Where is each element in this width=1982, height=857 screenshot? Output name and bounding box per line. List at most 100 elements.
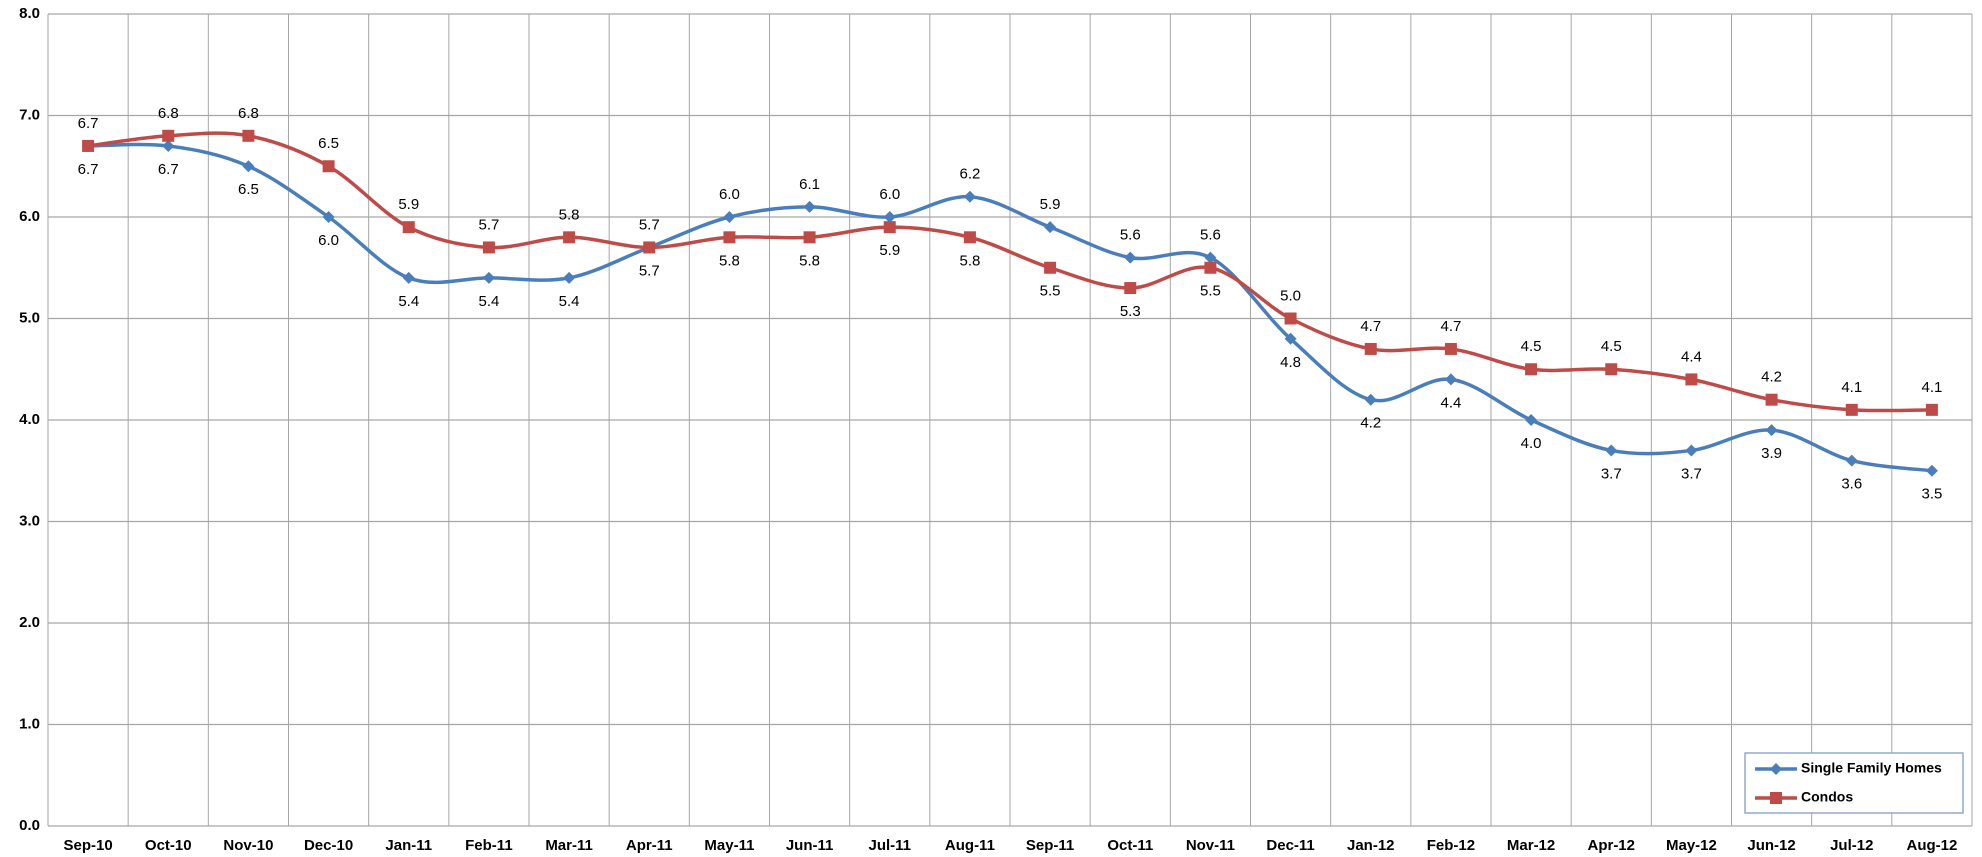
x-tick-label: Apr-11 xyxy=(626,837,673,854)
data-label: 5.0 xyxy=(1280,287,1301,304)
data-label: 5.8 xyxy=(559,206,580,223)
data-point xyxy=(723,231,736,244)
data-label: 5.6 xyxy=(1200,227,1221,244)
data-label: 4.1 xyxy=(1841,379,1862,396)
data-point xyxy=(1204,261,1217,274)
data-label: 3.6 xyxy=(1841,476,1862,493)
data-point xyxy=(723,211,736,223)
data-label: 6.7 xyxy=(78,115,99,132)
x-tick-label: Feb-12 xyxy=(1427,837,1475,854)
data-label: 4.4 xyxy=(1440,394,1461,411)
x-tick-label: Nov-10 xyxy=(223,837,273,854)
data-label: 6.0 xyxy=(318,232,339,249)
data-point xyxy=(1525,414,1538,426)
data-point xyxy=(1765,393,1778,406)
x-tick-label: Jul-11 xyxy=(868,837,911,854)
y-tick-label: 4.0 xyxy=(19,411,40,428)
data-point xyxy=(1605,444,1618,457)
data-point xyxy=(402,271,415,284)
data-point xyxy=(162,129,175,142)
data-label: 5.3 xyxy=(1120,303,1141,320)
data-label: 4.7 xyxy=(1440,318,1461,335)
data-label: 6.7 xyxy=(158,161,179,178)
data-label: 6.0 xyxy=(719,186,740,203)
y-tick-label: 0.0 xyxy=(19,817,40,834)
data-point xyxy=(883,211,896,223)
data-point xyxy=(803,200,816,213)
data-point xyxy=(1685,444,1698,457)
x-tick-label: Oct-10 xyxy=(145,837,192,854)
legend-label: Condos xyxy=(1801,789,1853,805)
y-tick-label: 8.0 xyxy=(19,5,40,22)
data-label: 6.5 xyxy=(238,181,259,198)
data-label: 4.2 xyxy=(1761,369,1782,386)
data-point xyxy=(803,231,816,244)
data-label: 3.5 xyxy=(1921,486,1942,503)
data-point xyxy=(1364,393,1377,406)
x-tick-label: Sep-10 xyxy=(63,837,112,854)
x-tick-label: Oct-11 xyxy=(1107,837,1153,854)
data-point xyxy=(1444,342,1457,355)
data-point xyxy=(643,241,656,254)
data-label: 5.9 xyxy=(1040,196,1061,213)
x-tick-label: Aug-11 xyxy=(945,837,995,854)
data-label: 6.7 xyxy=(78,161,99,178)
data-point xyxy=(1525,363,1538,376)
x-tick-label: Jun-11 xyxy=(786,837,834,854)
data-label: 5.8 xyxy=(799,252,820,269)
data-label: 5.5 xyxy=(1200,283,1221,300)
data-point xyxy=(82,139,95,152)
data-point xyxy=(1605,363,1618,376)
data-label: 4.4 xyxy=(1681,348,1702,365)
data-label: 3.7 xyxy=(1601,465,1622,482)
data-point xyxy=(322,211,335,223)
data-point xyxy=(563,271,576,284)
data-point xyxy=(1284,312,1297,325)
data-point xyxy=(1765,424,1778,437)
x-tick-label: Jan-11 xyxy=(385,837,432,854)
data-label: 5.4 xyxy=(478,293,499,310)
data-label: 6.8 xyxy=(158,105,179,122)
data-point xyxy=(1284,332,1297,345)
data-point xyxy=(242,160,255,173)
y-tick-label: 5.0 xyxy=(19,309,40,326)
x-tick-label: Sep-11 xyxy=(1026,837,1074,854)
x-tick-label: Dec-10 xyxy=(304,837,353,854)
x-tick-label: Feb-11 xyxy=(465,837,513,854)
x-tick-label: Mar-11 xyxy=(545,837,593,854)
data-label: 6.2 xyxy=(959,166,980,183)
data-point xyxy=(963,231,976,244)
data-label: 5.8 xyxy=(719,252,740,269)
data-point xyxy=(1685,373,1698,386)
data-label: 5.9 xyxy=(879,242,900,259)
data-label: 6.5 xyxy=(318,135,339,152)
x-tick-label: May-11 xyxy=(704,837,754,854)
data-point xyxy=(563,231,576,244)
data-point xyxy=(1845,403,1858,416)
data-label: 4.8 xyxy=(1280,354,1301,371)
data-label: 5.6 xyxy=(1120,227,1141,244)
data-label: 5.7 xyxy=(639,216,660,233)
x-tick-label: Dec-11 xyxy=(1266,837,1314,854)
legend-marker xyxy=(1770,792,1782,804)
data-point xyxy=(1444,373,1457,386)
x-tick-label: Apr-12 xyxy=(1587,837,1635,854)
data-point xyxy=(482,271,495,284)
legend-label: Single Family Homes xyxy=(1801,760,1942,776)
data-label: 4.5 xyxy=(1521,338,1542,355)
data-point xyxy=(1845,454,1858,467)
data-label: 6.0 xyxy=(879,186,900,203)
data-point xyxy=(1925,403,1938,416)
x-tick-label: Jul-12 xyxy=(1830,837,1873,854)
data-point xyxy=(963,190,976,203)
data-point xyxy=(1044,261,1057,274)
data-point xyxy=(1044,221,1057,234)
x-tick-label: Mar-12 xyxy=(1507,837,1555,854)
data-label: 5.7 xyxy=(639,262,660,279)
data-label: 4.7 xyxy=(1360,318,1381,335)
data-label: 3.9 xyxy=(1761,445,1782,462)
data-label: 5.4 xyxy=(559,293,580,310)
data-point xyxy=(1204,251,1217,264)
